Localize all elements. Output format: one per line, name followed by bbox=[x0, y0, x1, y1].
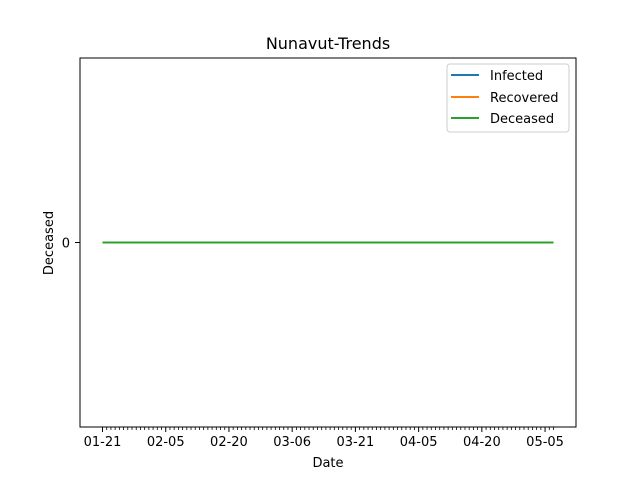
x-tick-label: 04-05 bbox=[400, 435, 438, 450]
legend-label-infected: Infected bbox=[490, 69, 543, 84]
x-tick-label: 03-06 bbox=[273, 435, 311, 450]
y-axis-label: Deceased bbox=[42, 211, 57, 275]
x-axis-ticks: 01-21 02-05 02-20 03-06 03-21 04-05 04-20 05-05 bbox=[84, 427, 564, 450]
legend: Infected Recovered Deceased bbox=[446, 63, 570, 133]
x-tick-label: 02-20 bbox=[210, 435, 248, 450]
x-tick-label: 04-20 bbox=[463, 435, 501, 450]
x-tick-label: 03-21 bbox=[337, 435, 375, 450]
y-axis-ticks: 0 bbox=[62, 237, 80, 252]
x-tick-label: 01-21 bbox=[84, 435, 122, 450]
legend-label-recovered: Recovered bbox=[490, 91, 559, 106]
chart-title: Nunavut-Trends bbox=[266, 34, 390, 53]
x-tick-label: 02-05 bbox=[147, 435, 185, 450]
x-tick-label: 05-05 bbox=[526, 435, 564, 450]
legend-box bbox=[446, 63, 570, 133]
y-tick-label: 0 bbox=[62, 237, 70, 252]
x-axis-label: Date bbox=[312, 456, 343, 471]
legend-label-deceased: Deceased bbox=[490, 112, 554, 127]
